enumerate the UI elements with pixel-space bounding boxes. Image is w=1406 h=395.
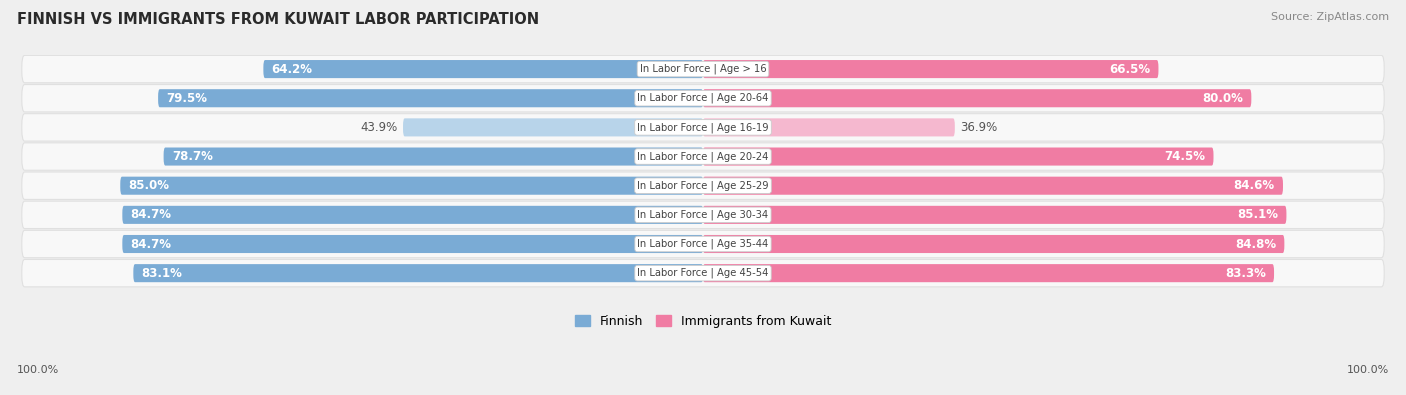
Text: In Labor Force | Age 25-29: In Labor Force | Age 25-29 <box>637 181 769 191</box>
Text: 80.0%: 80.0% <box>1202 92 1243 105</box>
Text: 83.3%: 83.3% <box>1225 267 1265 280</box>
Text: 43.9%: 43.9% <box>360 121 398 134</box>
Text: 79.5%: 79.5% <box>166 92 207 105</box>
Text: In Labor Force | Age 20-64: In Labor Force | Age 20-64 <box>637 93 769 103</box>
FancyBboxPatch shape <box>163 147 703 166</box>
Text: 85.1%: 85.1% <box>1237 208 1278 221</box>
FancyBboxPatch shape <box>22 260 1384 287</box>
Text: 64.2%: 64.2% <box>271 62 312 75</box>
FancyBboxPatch shape <box>703 89 1251 107</box>
FancyBboxPatch shape <box>703 206 1286 224</box>
FancyBboxPatch shape <box>122 206 703 224</box>
Legend: Finnish, Immigrants from Kuwait: Finnish, Immigrants from Kuwait <box>569 310 837 333</box>
FancyBboxPatch shape <box>22 85 1384 112</box>
FancyBboxPatch shape <box>121 177 703 195</box>
Text: FINNISH VS IMMIGRANTS FROM KUWAIT LABOR PARTICIPATION: FINNISH VS IMMIGRANTS FROM KUWAIT LABOR … <box>17 12 538 27</box>
FancyBboxPatch shape <box>122 235 703 253</box>
FancyBboxPatch shape <box>703 264 1274 282</box>
Text: 85.0%: 85.0% <box>128 179 170 192</box>
Text: In Labor Force | Age > 16: In Labor Force | Age > 16 <box>640 64 766 74</box>
Text: 83.1%: 83.1% <box>142 267 183 280</box>
Text: In Labor Force | Age 20-24: In Labor Force | Age 20-24 <box>637 151 769 162</box>
Text: 36.9%: 36.9% <box>960 121 998 134</box>
Text: In Labor Force | Age 16-19: In Labor Force | Age 16-19 <box>637 122 769 133</box>
Text: 84.6%: 84.6% <box>1233 179 1275 192</box>
FancyBboxPatch shape <box>703 118 955 136</box>
Text: In Labor Force | Age 30-34: In Labor Force | Age 30-34 <box>637 210 769 220</box>
FancyBboxPatch shape <box>22 114 1384 141</box>
FancyBboxPatch shape <box>22 143 1384 170</box>
FancyBboxPatch shape <box>404 118 703 136</box>
FancyBboxPatch shape <box>703 147 1213 166</box>
Text: Source: ZipAtlas.com: Source: ZipAtlas.com <box>1271 12 1389 22</box>
FancyBboxPatch shape <box>22 201 1384 229</box>
Text: 84.8%: 84.8% <box>1234 237 1277 250</box>
Text: 100.0%: 100.0% <box>17 365 59 375</box>
FancyBboxPatch shape <box>703 177 1284 195</box>
Text: 78.7%: 78.7% <box>172 150 212 163</box>
Text: 84.7%: 84.7% <box>131 237 172 250</box>
FancyBboxPatch shape <box>263 60 703 78</box>
Text: 100.0%: 100.0% <box>1347 365 1389 375</box>
Text: 74.5%: 74.5% <box>1164 150 1205 163</box>
Text: 66.5%: 66.5% <box>1109 62 1150 75</box>
FancyBboxPatch shape <box>22 230 1384 258</box>
Text: In Labor Force | Age 35-44: In Labor Force | Age 35-44 <box>637 239 769 249</box>
Text: 84.7%: 84.7% <box>131 208 172 221</box>
FancyBboxPatch shape <box>703 235 1284 253</box>
FancyBboxPatch shape <box>134 264 703 282</box>
FancyBboxPatch shape <box>703 60 1159 78</box>
FancyBboxPatch shape <box>157 89 703 107</box>
FancyBboxPatch shape <box>22 55 1384 83</box>
FancyBboxPatch shape <box>22 172 1384 199</box>
Text: In Labor Force | Age 45-54: In Labor Force | Age 45-54 <box>637 268 769 278</box>
